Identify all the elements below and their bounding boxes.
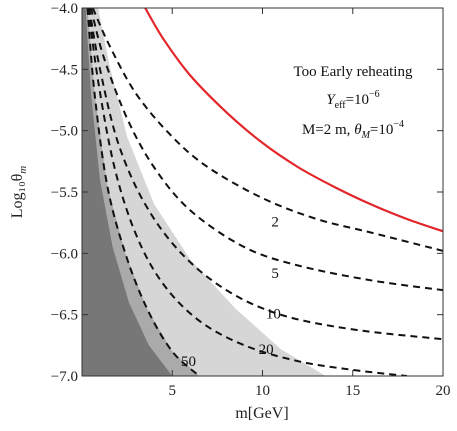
y-axis-title-main: Log₁₀θ [9,174,26,219]
y-tick-label-2: −5.0 [51,124,78,140]
y-tick-label-5: −6.5 [51,308,78,324]
curve-labels: 2 5 10 20 50 [181,214,281,370]
light-gray-region [82,8,326,376]
annotation-theta-exp: −4 [393,119,404,130]
shaded-regions [82,8,326,376]
curve-label-20: 20 [259,342,274,358]
x-tick-label-20: 20 [436,383,451,399]
annotation-yeff: Yeff=10−6 [326,89,379,111]
red-boundary-curve [144,8,443,233]
x-tick-label-10: 10 [255,383,270,399]
y-axis-title: Log₁₀θm [9,166,29,219]
dashed-curve-50 [86,8,200,376]
y-tick-label-4: −6.0 [51,246,78,262]
annotation-yeff-exp: −6 [369,89,380,100]
dark-gray-region [82,8,173,376]
dashed-curve-10 [88,8,443,341]
annotation-mass-pre: M=2 m, [302,122,354,138]
annotation-yeff-base: Y [326,92,336,108]
dashed-curve-20 [87,8,408,376]
annotation-block: Too Early reheating Yeff=10−6 M=2 m, θM=… [294,64,413,141]
curve-label-5: 5 [271,266,279,282]
dashed-curve-5 [90,8,443,292]
annotation-yeff-eq: =10 [346,92,369,108]
annotation-mass: M=2 m, θM=10−4 [302,119,404,141]
axis-ticks: 5 10 15 20 −4.0 −4.5 −5.0 −5.5 −6.0 −6.5 −7.0 [51,1,451,399]
y-tick-label-3: −5.5 [51,185,78,201]
x-tick-label-15: 15 [345,383,360,399]
annotation-theta: θ [354,122,362,138]
y-tick-label-0: −4.0 [51,1,78,17]
curve-label-50: 50 [181,354,196,370]
curves-layer [86,8,443,376]
x-tick-label-5: 5 [169,383,177,399]
y-tick-label-1: −4.5 [51,62,78,78]
dashed-curve-2 [91,8,443,252]
curve-label-10: 10 [266,306,281,322]
annotation-theta-eq: =10 [370,122,393,138]
y-axis-title-sub: m [17,166,29,174]
x-axis-title: m[GeV] [235,405,288,422]
y-tick-label-6: −7.0 [51,369,78,385]
curve-label-2: 2 [271,214,279,230]
annotation-theta-sub: M [361,130,371,141]
annotation-yeff-sub: eff [335,100,347,111]
annotation-title: Too Early reheating [294,64,413,80]
